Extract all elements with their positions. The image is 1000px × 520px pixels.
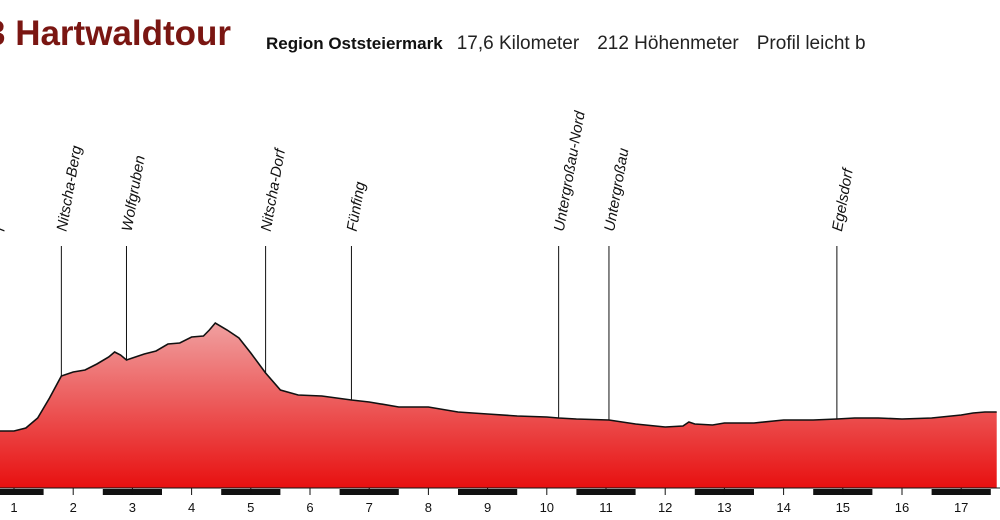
- waypoint-label: Untergroßau-Nord: [551, 109, 589, 232]
- axis-segment: [0, 489, 44, 495]
- x-tick-label: 11: [599, 500, 613, 515]
- waypoint-label: Fünfing: [344, 180, 370, 233]
- x-tick-label: 3: [129, 500, 136, 515]
- x-tick-label: 14: [776, 500, 790, 515]
- region-label: Region Oststeiermark: [266, 34, 443, 53]
- waypoint-label: Egelsdorf: [829, 166, 857, 233]
- x-tick-label: 16: [895, 500, 909, 515]
- x-tick-label: 5: [247, 500, 254, 515]
- area-layer: [0, 321, 997, 488]
- x-axis: 1 2 3 4 5 6 7 8 9 10 11 12 13 14 15 16 17: [0, 487, 1000, 515]
- elevation-gain-label: 212 Höhenmeter: [597, 33, 739, 54]
- waypoint-label: f: [0, 224, 9, 233]
- x-tick-label: 12: [658, 500, 672, 515]
- x-tick-label: 6: [306, 500, 313, 515]
- x-tick-label: 13: [717, 500, 731, 515]
- x-tick-label: 9: [484, 500, 491, 515]
- x-tick-label: 10: [540, 500, 554, 515]
- x-tick-label: 2: [70, 500, 77, 515]
- x-tick-label: 17: [954, 500, 968, 515]
- x-tick-label: 8: [425, 500, 432, 515]
- waypoint-label: Nitscha-Berg: [54, 144, 86, 233]
- waypoint-label: Wolfgruben: [119, 154, 149, 233]
- distance-label: 17,6 Kilometer: [456, 33, 580, 54]
- tour-info: Region Oststeiermark 17,6 Kilometer 212 Hö…: [266, 33, 866, 55]
- x-tick-label: 15: [836, 500, 850, 515]
- x-tick-label: 1: [10, 500, 17, 515]
- waypoint-label: Untergroßau: [601, 146, 632, 233]
- profile-label: Profil leicht b: [756, 33, 866, 54]
- elevation-line: [0, 321, 997, 432]
- header: 3 Hartwaldtour Region Oststeiermark 17,6 …: [0, 0, 1000, 80]
- elevation-area: [0, 323, 997, 488]
- x-tick-label: 7: [366, 500, 373, 515]
- tour-title: 3 Hartwaldtour: [0, 14, 232, 53]
- waypoint-label: Nitscha-Dorf: [258, 146, 290, 233]
- x-tick-label: 4: [188, 500, 195, 515]
